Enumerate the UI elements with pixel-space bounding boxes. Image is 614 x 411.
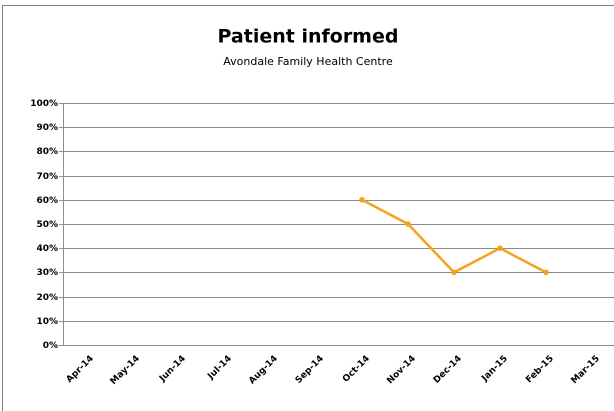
y-tick-label: 50%	[36, 220, 58, 230]
data-point	[405, 221, 411, 227]
data-point	[497, 245, 503, 251]
y-tick-label: 20%	[36, 293, 58, 303]
y-tick-label: 30%	[36, 268, 58, 278]
y-tick-label: 90%	[36, 123, 58, 133]
y-tick-label: 40%	[36, 244, 58, 254]
data-point	[359, 197, 365, 203]
data-point	[543, 269, 549, 276]
chart-frame	[2, 5, 614, 411]
y-tick-label: 70%	[36, 172, 58, 182]
y-tick-label: 80%	[36, 147, 58, 157]
y-tick-label: 100%	[30, 99, 58, 109]
y-tick-label: 0%	[43, 341, 58, 351]
y-tick-label: 10%	[36, 317, 58, 327]
data-point	[451, 269, 457, 276]
y-tick-label: 60%	[36, 196, 58, 206]
chart-title: Patient informed	[218, 26, 399, 48]
chart-subtitle: Avondale Family Health Centre	[223, 55, 393, 68]
